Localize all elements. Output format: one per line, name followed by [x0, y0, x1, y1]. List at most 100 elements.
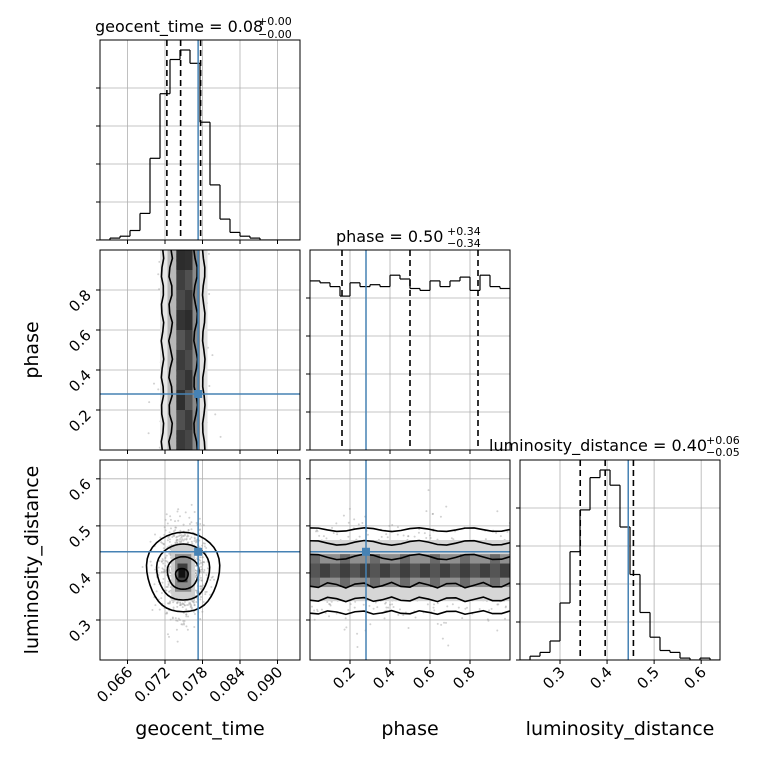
hist-area — [310, 250, 510, 450]
sample-point — [504, 606, 507, 609]
sample-point — [149, 540, 152, 543]
sample-point — [331, 526, 334, 529]
sample-point — [168, 552, 171, 555]
tick-label-geocent-time: 0.072 — [131, 663, 174, 706]
sample-point — [165, 513, 168, 516]
sample-point — [155, 590, 158, 593]
sample-point — [210, 586, 213, 589]
density-cell — [160, 270, 168, 290]
sample-point — [173, 535, 176, 538]
sample-point — [201, 556, 204, 559]
sample-point — [504, 605, 507, 608]
sample-point — [154, 533, 157, 536]
title-geocent-time-minus: −0.00 — [258, 28, 292, 41]
sample-point — [496, 629, 499, 632]
tick-label-phase-y: 0.4 — [65, 366, 95, 396]
sample-point — [445, 621, 448, 624]
sample-point — [347, 535, 350, 538]
sample-point — [164, 559, 167, 562]
sample-point — [209, 578, 212, 581]
sample-point — [185, 537, 188, 540]
sample-point — [161, 581, 164, 584]
sample-point — [167, 584, 170, 587]
sample-point — [203, 568, 206, 571]
sample-point — [169, 600, 172, 603]
sample-point — [193, 536, 196, 539]
density-cell — [470, 563, 480, 578]
sample-point — [169, 515, 172, 518]
sample-point — [161, 557, 164, 560]
density-cell — [185, 310, 193, 330]
sample-point — [195, 601, 198, 604]
sample-point — [490, 607, 493, 610]
sample-point — [199, 587, 202, 590]
sample-point — [318, 534, 321, 537]
sample-point — [183, 534, 186, 537]
sample-point — [168, 574, 171, 577]
sample-point — [461, 617, 464, 620]
sample-point — [169, 527, 172, 530]
sample-point — [189, 602, 192, 605]
sample-point — [165, 611, 168, 614]
contour-line — [167, 250, 199, 450]
sample-point — [182, 535, 185, 538]
sample-point — [201, 561, 204, 564]
sample-point — [202, 561, 205, 564]
sample-point — [392, 605, 395, 608]
sample-point — [157, 388, 160, 391]
sample-point — [172, 601, 175, 604]
density-cell — [167, 430, 177, 450]
density-cell — [380, 563, 390, 578]
sample-point — [402, 614, 405, 617]
tick-label-luminosity-distance-y: 0.5 — [65, 522, 95, 552]
sample-point — [151, 609, 154, 612]
sample-point — [199, 556, 202, 559]
panel-phase-vs-luminosity-distance — [306, 459, 511, 664]
sample-point — [175, 601, 178, 604]
sample-point — [361, 522, 364, 525]
density-area — [310, 460, 510, 660]
sample-point — [162, 562, 165, 565]
sample-point — [195, 591, 198, 594]
sample-point — [204, 591, 207, 594]
sample-point — [199, 523, 202, 526]
sample-point — [182, 523, 185, 526]
sample-point — [190, 608, 193, 611]
sample-point — [201, 544, 204, 547]
sample-point — [199, 598, 202, 601]
tick-label-luminosity-distance-y: 0.3 — [65, 616, 95, 646]
sample-point — [201, 579, 204, 582]
sample-point — [389, 603, 392, 606]
sample-point — [187, 541, 190, 544]
sample-point — [169, 571, 172, 574]
sample-point — [168, 590, 171, 593]
density-cell — [500, 563, 510, 578]
sample-point — [451, 603, 454, 606]
sample-point — [450, 537, 453, 540]
sample-point — [168, 569, 171, 572]
sample-point — [149, 560, 152, 563]
sample-point — [165, 589, 168, 592]
sample-point — [169, 586, 172, 589]
sample-point — [386, 536, 389, 539]
sample-point — [165, 554, 168, 557]
tick-label-phase-x: 0.6 — [409, 663, 439, 693]
density-cell — [420, 563, 430, 578]
contour-line — [160, 250, 206, 450]
sample-point — [457, 606, 460, 609]
sample-point — [201, 584, 204, 587]
density-cell — [310, 563, 320, 578]
sample-point — [211, 354, 214, 357]
sample-point — [366, 533, 369, 536]
sample-point — [465, 606, 468, 609]
sample-point — [313, 609, 316, 612]
sample-point — [426, 603, 429, 606]
sample-point — [176, 640, 179, 643]
panel-background — [100, 460, 300, 660]
tick-label-luminosity-distance-x: 0.3 — [539, 663, 569, 693]
sample-point — [181, 535, 184, 538]
sample-point — [164, 518, 167, 521]
density-cell — [410, 563, 420, 578]
sample-point — [357, 523, 360, 526]
sample-point — [200, 585, 203, 588]
